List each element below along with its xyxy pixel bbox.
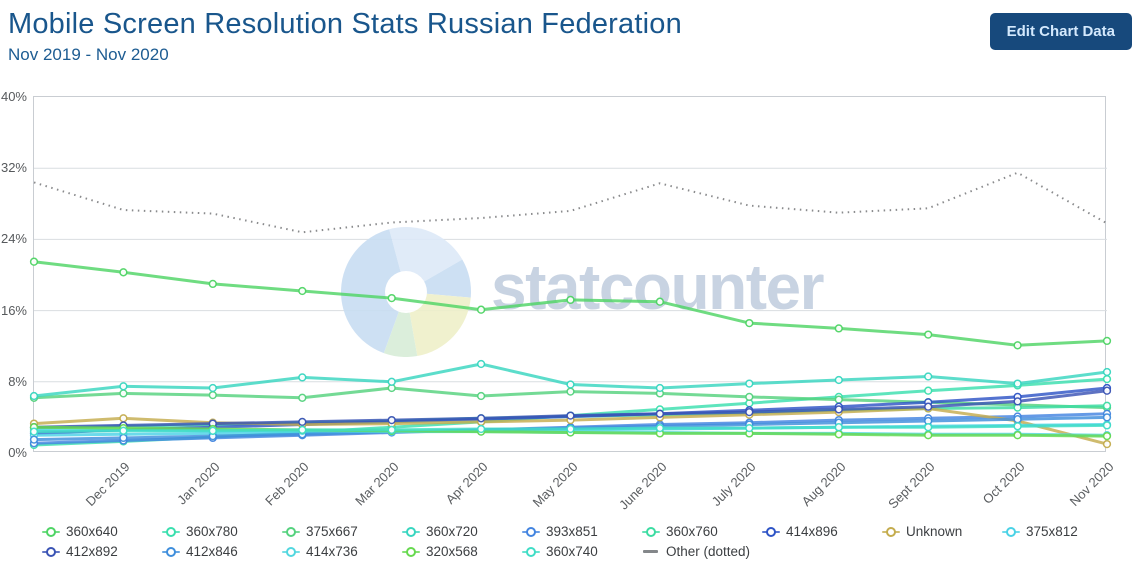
line-marker-icon [42, 546, 60, 558]
legend-item-320x568[interactable]: 320x568 [402, 544, 522, 559]
line-marker-icon [882, 526, 900, 538]
line-chart-svg: statcounter [29, 167, 1112, 450]
series-412x892 [29, 386, 1112, 432]
date-range-subtitle: Nov 2019 - Nov 2020 [8, 45, 169, 64]
legend-label: 393x851 [546, 524, 598, 539]
legend-label: 360x720 [426, 524, 478, 539]
line-marker-icon [162, 526, 180, 538]
y-axis-label: 0% [8, 445, 27, 460]
legend-item-393x851[interactable]: 393x851 [522, 524, 642, 539]
line-marker-icon [282, 526, 300, 538]
legend-label: 412x892 [66, 544, 118, 559]
legend-label: 375x812 [1026, 524, 1078, 539]
legend-item-414x736[interactable]: 414x736 [282, 544, 402, 559]
legend-item-unknown[interactable]: Unknown [882, 524, 1002, 539]
line-marker-icon [642, 526, 660, 538]
line-marker-icon [42, 526, 60, 538]
legend-item-360x780[interactable]: 360x780 [162, 524, 282, 539]
legend-label: Unknown [906, 524, 963, 539]
chart-header: Mobile Screen Resolution Stats Russian F… [8, 8, 682, 65]
series-360x640 [29, 257, 1112, 350]
legend-item-360x640[interactable]: 360x640 [42, 524, 162, 539]
legend-item-414x896[interactable]: 414x896 [762, 524, 882, 539]
line-marker-icon [762, 526, 780, 538]
legend-label: 360x780 [186, 524, 238, 539]
chart-legend: 360x640 360x780 375x667 360x720 393x851 360x7… [42, 524, 1122, 559]
legend-item-360x720[interactable]: 360x720 [402, 524, 522, 539]
y-axis-label: 8% [8, 373, 27, 389]
statcounter-logo-icon [341, 227, 472, 357]
legend-label: Other (dotted) [666, 544, 751, 559]
y-axis-label: 32% [0, 160, 27, 176]
legend-item-375x812[interactable]: 375x812 [1002, 524, 1122, 539]
dashed-line-marker-icon [642, 546, 660, 558]
legend-item-375x667[interactable]: 375x667 [282, 524, 402, 539]
y-axis-label: 40% [0, 89, 27, 104]
legend-label: 412x846 [186, 544, 238, 559]
legend-label: 414x896 [786, 524, 838, 539]
line-marker-icon [162, 546, 180, 558]
series-360x740 [29, 421, 1112, 436]
legend-label: 360x760 [666, 524, 718, 539]
line-marker-icon [282, 546, 300, 558]
line-marker-icon [522, 526, 540, 538]
legend-item-412x892[interactable]: 412x892 [42, 544, 162, 559]
y-axis-label: 16% [0, 302, 27, 318]
page-title: Mobile Screen Resolution Stats Russian F… [8, 8, 682, 40]
line-marker-icon [522, 546, 540, 558]
legend-label: 414x736 [306, 544, 358, 559]
series-other-dotted- [33, 171, 1108, 234]
legend-item-other-dotted-[interactable]: Other (dotted) [642, 544, 762, 559]
statcounter-watermark-text: statcounter [491, 251, 824, 323]
line-marker-icon [402, 526, 420, 538]
legend-label: 375x667 [306, 524, 358, 539]
legend-item-360x740[interactable]: 360x740 [522, 544, 642, 559]
y-axis-label: 24% [0, 231, 27, 247]
line-marker-icon [1002, 526, 1020, 538]
legend-label: 360x640 [66, 524, 118, 539]
legend-label: 360x740 [546, 544, 598, 559]
line-marker-icon [402, 546, 420, 558]
legend-label: 320x568 [426, 544, 478, 559]
chart-plot-area: statcounter [29, 96, 1112, 452]
gridlines [34, 167, 1107, 383]
edit-chart-data-button[interactable]: Edit Chart Data [989, 13, 1132, 50]
series-360x720 [29, 359, 1112, 401]
legend-item-360x760[interactable]: 360x760 [642, 524, 762, 539]
statcounter-chart-panel: Mobile Screen Resolution Stats Russian F… [0, 8, 1132, 513]
series-lines [29, 171, 1112, 450]
statcounter-watermark: statcounter [341, 227, 825, 357]
legend-item-412x846[interactable]: 412x846 [162, 544, 282, 559]
